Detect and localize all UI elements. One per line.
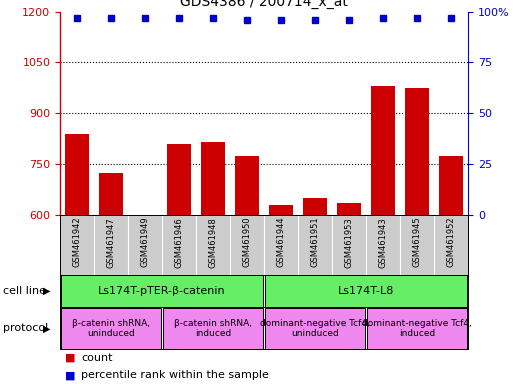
Text: GSM461953: GSM461953 bbox=[345, 217, 354, 268]
Text: GSM461951: GSM461951 bbox=[311, 217, 320, 267]
Text: ▶: ▶ bbox=[43, 286, 51, 296]
Bar bbox=[269, 205, 293, 215]
Text: cell line: cell line bbox=[3, 286, 46, 296]
Text: β-catenin shRNA,
uninduced: β-catenin shRNA, uninduced bbox=[72, 319, 150, 338]
Text: GSM461950: GSM461950 bbox=[243, 217, 252, 267]
Text: GSM461949: GSM461949 bbox=[141, 217, 150, 267]
Text: ■: ■ bbox=[65, 370, 76, 381]
Bar bbox=[65, 134, 89, 215]
Text: GSM461947: GSM461947 bbox=[107, 217, 116, 268]
Text: GSM461942: GSM461942 bbox=[73, 217, 82, 267]
Text: dominant-negative Tcf4,
uninduced: dominant-negative Tcf4, uninduced bbox=[260, 319, 370, 338]
Text: GSM461948: GSM461948 bbox=[209, 217, 218, 268]
Bar bbox=[367, 308, 468, 349]
Text: GSM461944: GSM461944 bbox=[277, 217, 286, 267]
Text: percentile rank within the sample: percentile rank within the sample bbox=[81, 370, 269, 381]
Bar bbox=[61, 275, 264, 306]
Bar bbox=[303, 198, 327, 215]
Bar bbox=[133, 215, 157, 216]
Text: GSM461952: GSM461952 bbox=[447, 217, 456, 267]
Bar bbox=[439, 156, 463, 215]
Text: Ls174T-pTER-β-catenin: Ls174T-pTER-β-catenin bbox=[98, 286, 226, 296]
Bar bbox=[99, 173, 123, 215]
Text: GSM461945: GSM461945 bbox=[413, 217, 422, 267]
Bar bbox=[235, 156, 259, 215]
Text: count: count bbox=[81, 353, 112, 363]
Bar bbox=[265, 275, 468, 306]
Bar bbox=[167, 144, 191, 215]
Bar bbox=[405, 88, 429, 215]
Text: ■: ■ bbox=[65, 353, 76, 363]
Text: β-catenin shRNA,
induced: β-catenin shRNA, induced bbox=[174, 319, 252, 338]
Title: GDS4386 / 200714_x_at: GDS4386 / 200714_x_at bbox=[180, 0, 348, 9]
Text: protocol: protocol bbox=[3, 323, 48, 333]
Text: dominant-negative Tcf4,
induced: dominant-negative Tcf4, induced bbox=[362, 319, 472, 338]
Bar bbox=[61, 308, 162, 349]
Bar bbox=[163, 308, 264, 349]
Bar bbox=[371, 86, 395, 215]
Text: ▶: ▶ bbox=[43, 323, 51, 333]
Bar bbox=[265, 308, 366, 349]
Text: Ls174T-L8: Ls174T-L8 bbox=[338, 286, 394, 296]
Text: GSM461943: GSM461943 bbox=[379, 217, 388, 268]
Bar bbox=[337, 203, 361, 215]
Bar bbox=[201, 142, 225, 215]
Text: GSM461946: GSM461946 bbox=[175, 217, 184, 268]
